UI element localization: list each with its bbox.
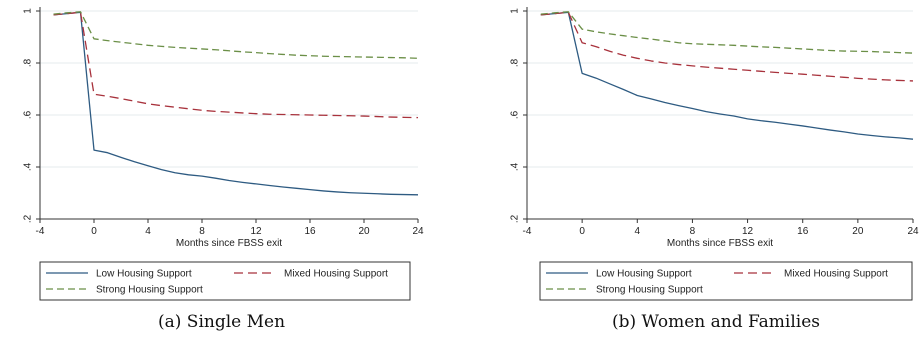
- y-tick-label: .6: [510, 110, 521, 119]
- x-tick-label: 16: [797, 226, 809, 237]
- legend-label-low: Low Housing Support: [596, 269, 692, 280]
- x-axis-title: Months since FBSS exit: [176, 238, 282, 249]
- legend-label-low: Low Housing Support: [96, 269, 192, 280]
- x-tick-label: -4: [523, 226, 532, 237]
- x-tick-label: 12: [742, 226, 754, 237]
- y-tick-label: .8: [510, 58, 521, 67]
- series-line-low: [53, 11, 419, 196]
- legend-label-mixed: Mixed Housing Support: [784, 269, 888, 280]
- legend-label-strong: Strong Housing Support: [596, 285, 703, 296]
- x-tick-label: 20: [852, 226, 864, 237]
- y-tick-label: .4: [510, 162, 521, 171]
- x-tick-label: 8: [199, 226, 205, 237]
- legend: Low Housing Support Mixed Housing Support…: [39, 261, 411, 301]
- y-tick-label: .6: [23, 110, 34, 119]
- y-tick-label: .8: [23, 58, 34, 67]
- chart-panel-2: .2 .4 .6 .8 1 -4 0 4 8 12 16 20 24 Months since FBSS …: [510, 7, 919, 301]
- x-tick-label: 16: [304, 226, 316, 237]
- y-tick-label: .4: [23, 162, 34, 171]
- x-tick-label: 0: [579, 226, 585, 237]
- x-axis-title: Months since FBSS exit: [667, 238, 773, 249]
- chart-panel-1: .2 .4 .6 .8 1 -4 0 4 8 12 16 20 24 Months since FBSS …: [23, 7, 424, 301]
- y-tick-label: 1: [23, 8, 34, 14]
- legend-label-strong: Strong Housing Support: [96, 285, 203, 296]
- x-tick-label: 4: [635, 226, 641, 237]
- y-tick-label: 1: [510, 8, 521, 14]
- x-tick-label: 8: [690, 226, 696, 237]
- x-tick-label: 24: [412, 226, 424, 237]
- y-tick-label: .2: [510, 214, 521, 223]
- series-line-mixed: [540, 11, 914, 82]
- series-line-strong: [53, 11, 419, 59]
- legend: Low Housing Support Mixed Housing Support…: [539, 261, 913, 301]
- series-line-low: [540, 11, 914, 140]
- series-line-mixed: [53, 11, 419, 119]
- caption-a: (a) Single Men: [158, 312, 286, 332]
- x-tick-label: 12: [250, 226, 262, 237]
- legend-box: [39, 261, 411, 301]
- legend-label-mixed: Mixed Housing Support: [284, 269, 388, 280]
- x-tick-label: 4: [145, 226, 151, 237]
- legend-box: [539, 261, 913, 301]
- x-tick-label: 24: [907, 226, 919, 237]
- y-tick-label: .2: [23, 214, 34, 223]
- x-tick-label: 20: [358, 226, 370, 237]
- series-line-strong: [540, 11, 914, 54]
- caption-b: (b) Women and Families: [612, 312, 821, 332]
- x-tick-label: 0: [91, 226, 97, 237]
- x-tick-label: -4: [36, 226, 45, 237]
